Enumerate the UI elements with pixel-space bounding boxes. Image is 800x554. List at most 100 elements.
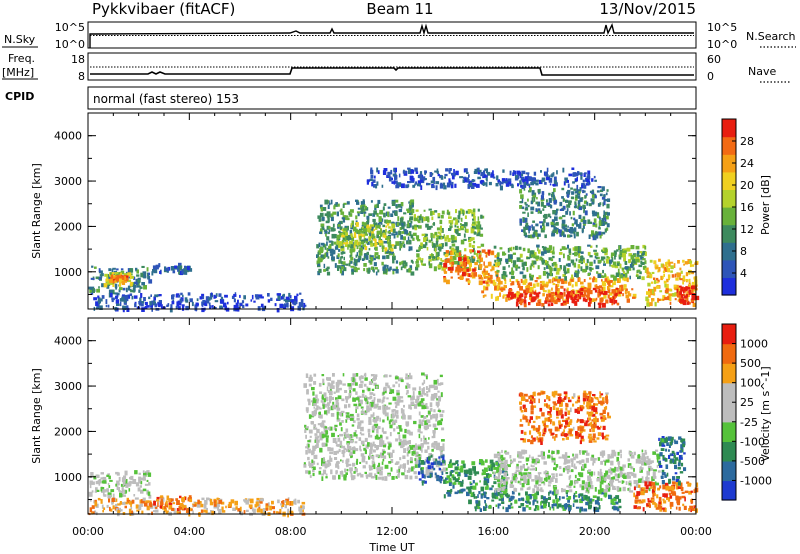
power-cell — [457, 250, 462, 254]
velocity-cell — [368, 407, 372, 411]
velocity-cell — [306, 443, 309, 447]
velocity-cell — [118, 487, 120, 492]
power-cell — [540, 170, 542, 173]
power-cell — [618, 254, 623, 258]
velocity-cell — [509, 506, 514, 509]
power-cell — [379, 233, 382, 237]
velocity-cell — [405, 440, 409, 445]
power-cell — [392, 228, 396, 233]
power-cell — [158, 294, 162, 297]
velocity-cell — [366, 405, 369, 411]
velocity-cell — [425, 386, 428, 390]
power-cell — [597, 273, 602, 278]
power-cell — [616, 278, 621, 283]
power-cell — [547, 264, 550, 269]
power-cell — [540, 198, 544, 202]
power-cell — [373, 184, 377, 188]
power-cell — [568, 248, 572, 254]
power-cell — [150, 304, 153, 308]
power-cell — [112, 272, 115, 275]
power-cell — [638, 264, 643, 268]
velocity-cell — [348, 392, 352, 396]
power-cell — [410, 180, 415, 183]
power-cell — [283, 293, 285, 297]
power-cell — [561, 224, 564, 227]
power-cell — [609, 280, 613, 283]
power-cell — [519, 218, 522, 224]
power-cell — [639, 271, 642, 275]
velocity-cell — [381, 399, 384, 404]
power-cell — [362, 228, 367, 233]
power-cell — [277, 295, 281, 301]
power-cell — [532, 232, 536, 236]
velocity-cell — [495, 461, 499, 466]
power-cell — [138, 302, 143, 306]
power-cell — [591, 198, 595, 203]
power-cell — [158, 300, 162, 305]
power-cell — [425, 236, 428, 240]
power-cell — [479, 266, 482, 270]
power-cell — [340, 251, 344, 255]
power-cell — [472, 221, 476, 225]
power-colorbar-segment — [722, 136, 736, 155]
velocity-cell — [543, 503, 547, 509]
power-cell — [508, 264, 510, 268]
power-cell — [517, 183, 520, 187]
velocity-cell — [652, 471, 656, 477]
velocity-cell — [555, 499, 559, 504]
velocity-cell — [360, 420, 364, 424]
velocity-cell — [364, 410, 368, 416]
velocity-cell — [460, 482, 464, 487]
velocity-cell — [367, 387, 371, 392]
power-cell — [565, 179, 567, 184]
velocity-cell — [313, 381, 317, 385]
velocity-cell — [136, 509, 140, 512]
power-cell — [523, 261, 527, 266]
velocity-cell — [525, 491, 528, 496]
power-cell — [576, 189, 580, 192]
power-cell — [354, 259, 359, 263]
velocity-cell — [491, 492, 495, 498]
power-cell — [185, 299, 189, 303]
power-cell — [418, 225, 422, 229]
velocity-cell — [439, 374, 443, 378]
velocity-cell — [452, 484, 455, 489]
power-cell — [471, 185, 475, 189]
velocity-cell — [321, 442, 326, 447]
power-cell — [531, 226, 535, 231]
power-cell — [574, 281, 578, 287]
power-cell — [119, 278, 122, 283]
velocity-cell — [621, 467, 625, 472]
power-cell — [573, 227, 577, 233]
velocity-cell — [321, 431, 324, 435]
power-cell — [686, 300, 690, 305]
velocity-cell — [548, 502, 550, 508]
velocity-cell — [315, 394, 318, 399]
velocity-cell — [572, 503, 575, 507]
power-cell — [360, 207, 364, 213]
power-cell — [326, 241, 328, 246]
power-cell — [548, 178, 553, 183]
velocity-cell — [95, 481, 100, 485]
power-cell — [692, 302, 697, 308]
power-cell — [555, 286, 558, 292]
power-cell — [332, 223, 335, 228]
power-cell — [562, 167, 565, 173]
power-colorbar-segment — [722, 189, 736, 208]
power-cell — [514, 264, 519, 269]
velocity-cell — [441, 427, 445, 431]
power-cell — [490, 173, 495, 178]
velocity-cell — [348, 435, 351, 441]
velocity-cell — [163, 508, 167, 512]
power-cell — [484, 270, 489, 276]
velocity-cell — [418, 454, 422, 460]
power-cell — [465, 210, 470, 214]
velocity-cell — [514, 499, 518, 504]
power-cell — [360, 201, 365, 205]
power-cell — [219, 305, 223, 309]
velocity-cell — [327, 402, 330, 406]
velocity-cell — [308, 383, 312, 387]
velocity-cell — [116, 480, 120, 486]
power-cell — [326, 266, 330, 270]
velocity-cell — [398, 472, 400, 475]
